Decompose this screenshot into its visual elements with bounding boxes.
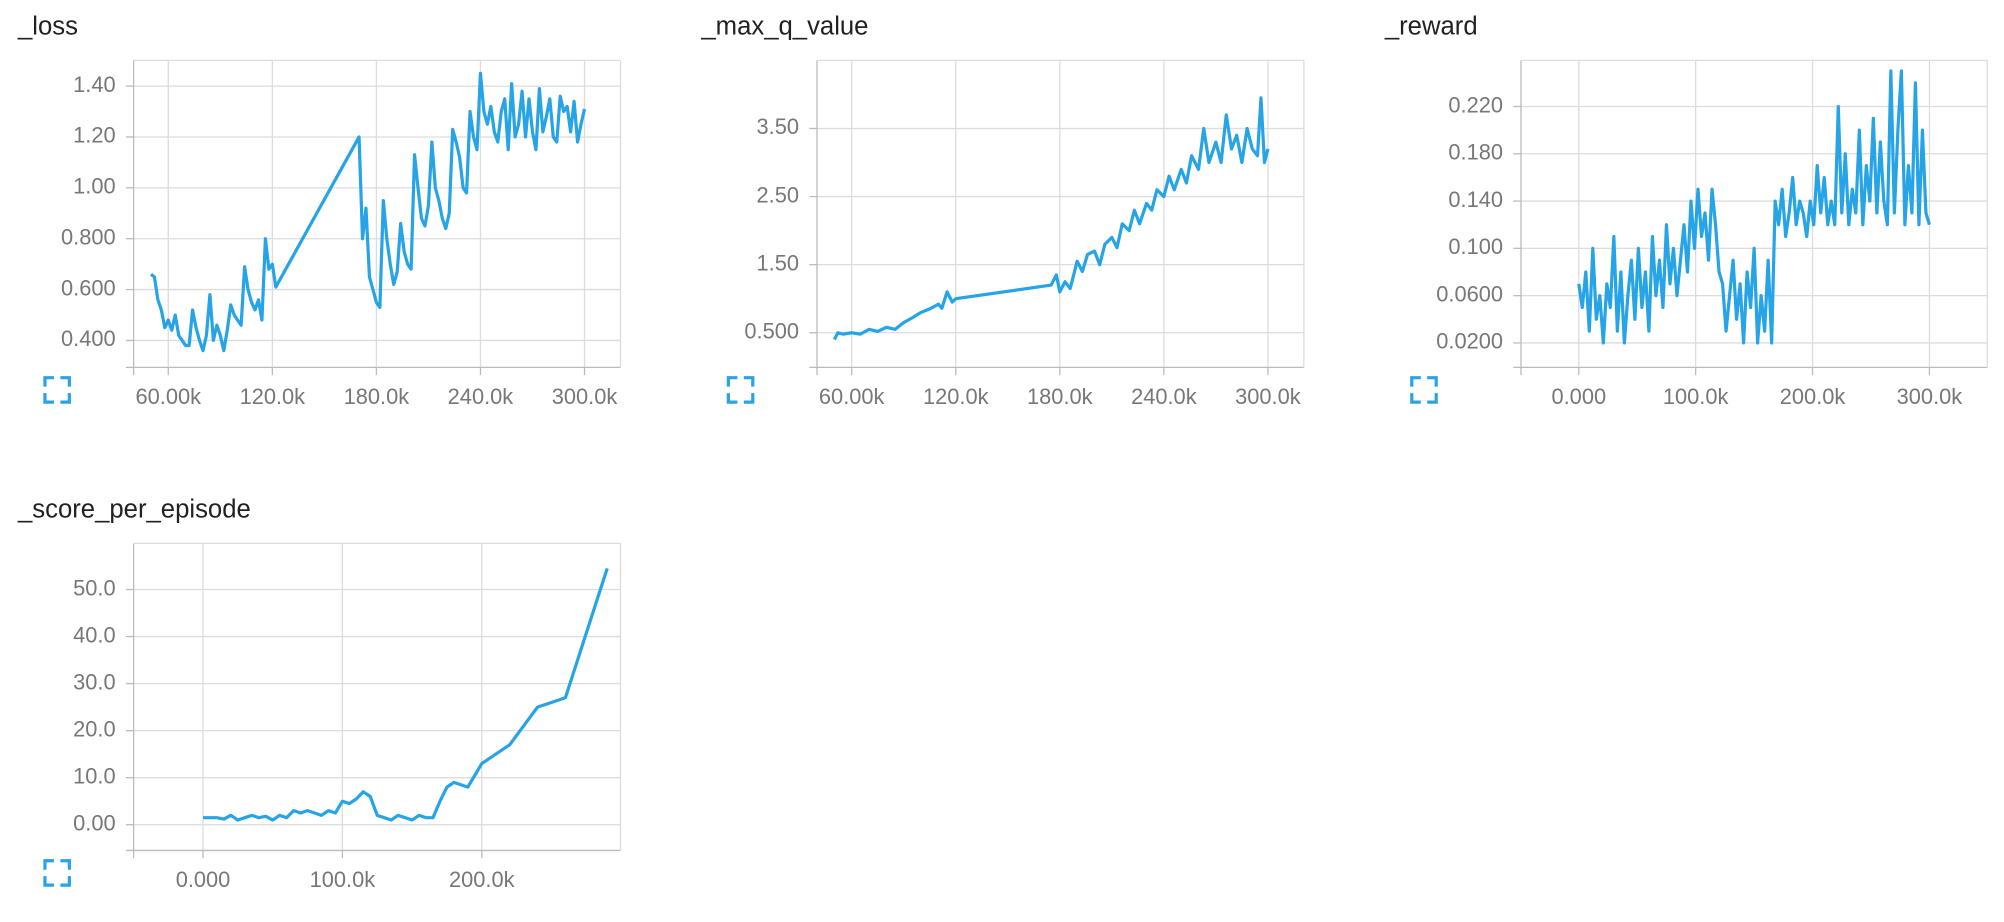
chart-title: _max_q_value [700, 13, 868, 41]
y-tick-label: 1.40 [73, 72, 115, 97]
x-tick-label: 240.0k [448, 384, 514, 409]
x-tick-label: 100.0k [1663, 384, 1729, 409]
chart-title: _score_per_episode [17, 496, 251, 524]
y-tick-label: 3.50 [757, 114, 799, 139]
x-tick-label: 300.0k [1235, 384, 1301, 409]
y-tick-label: 0.140 [1448, 187, 1503, 212]
x-tick-label: 120.0k [923, 384, 989, 409]
x-tick-label: 120.0k [240, 384, 306, 409]
data-line [1577, 69, 1931, 345]
y-tick-label: 1.00 [73, 174, 115, 199]
expand-icon[interactable] [1410, 376, 1438, 404]
y-tick-label: 50.0 [73, 575, 115, 600]
x-tick-label: 300.0k [1897, 384, 1963, 409]
x-tick-label: 100.0k [310, 867, 376, 892]
x-tick-label: 180.0k [1027, 384, 1093, 409]
x-tick-label: 300.0k [552, 384, 618, 409]
y-tick-label: 2.50 [757, 182, 799, 207]
y-tick-label: 1.50 [757, 250, 799, 275]
x-tick-label: 200.0k [449, 867, 515, 892]
y-tick-label: 0.600 [61, 275, 116, 300]
x-tick-label: 200.0k [1780, 384, 1846, 409]
chart-title: _loss [17, 13, 78, 41]
y-tick-label: 30.0 [73, 669, 115, 694]
y-tick-label: 20.0 [73, 716, 115, 741]
x-tick-label: 0.000 [1551, 384, 1606, 409]
y-tick-label: 10.0 [73, 763, 115, 788]
chart-title: _reward [1384, 13, 1478, 41]
data-line [149, 71, 587, 353]
expand-icon[interactable] [43, 859, 71, 887]
y-tick-label: 0.800 [61, 224, 116, 249]
x-tick-label: 60.00k [136, 384, 202, 409]
x-tick-label: 240.0k [1131, 384, 1197, 409]
y-tick-label: 1.20 [73, 123, 115, 148]
x-tick-label: 60.00k [819, 384, 885, 409]
y-tick-label: 0.0600 [1436, 281, 1503, 306]
y-tick-label: 0.100 [1448, 234, 1503, 259]
y-tick-label: 0.00 [73, 811, 115, 836]
y-tick-label: 0.500 [744, 319, 799, 344]
expand-icon[interactable] [43, 376, 71, 404]
y-tick-label: 0.400 [61, 326, 116, 351]
data-line [203, 567, 609, 822]
y-tick-label: 0.220 [1448, 92, 1503, 117]
y-tick-label: 40.0 [73, 622, 115, 647]
y-tick-label: 0.180 [1448, 140, 1503, 165]
y-tick-label: 0.0200 [1436, 329, 1503, 354]
x-tick-label: 0.000 [176, 867, 231, 892]
data-line [832, 96, 1270, 341]
x-tick-label: 180.0k [344, 384, 410, 409]
expand-icon[interactable] [726, 376, 755, 404]
